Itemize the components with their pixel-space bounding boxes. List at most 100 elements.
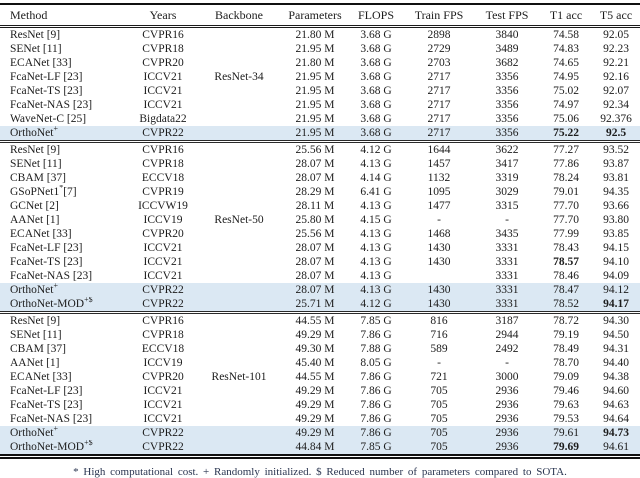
cell-backbone <box>196 342 282 356</box>
cell-parameters: 21.95 M <box>282 126 348 142</box>
table-row: OrthoNet-MOD+$ CVPR22 44.84 M 7.85 G 705 2936… <box>0 440 640 457</box>
cell-t1-acc: 78.49 <box>553 342 579 355</box>
cell-test-fps: 3331 <box>495 269 519 282</box>
cell-t1-acc: 78.70 <box>553 356 579 369</box>
cell-method: FcaNet-NAS [23] <box>10 412 93 425</box>
cell-t1-acc: 78.72 <box>540 311 592 328</box>
cell-backbone <box>196 398 282 412</box>
cell-test-fps: 2936 <box>495 398 519 411</box>
cell-flops: 7.86 G <box>360 384 392 397</box>
cell-t1-acc: 79.61 <box>540 426 592 440</box>
cell-t1-acc: 78.24 <box>553 171 579 184</box>
cell-train-fps: 1457 <box>427 157 451 170</box>
cell-flops: 4.13 G <box>360 241 392 254</box>
table-row: CBAM [37] ECCV18 28.07 M 4.14 G 1132 3319 78.2… <box>0 171 640 185</box>
cell-test-fps: 2936 <box>495 412 519 425</box>
cell-backbone <box>196 56 282 70</box>
cell-train-fps: 2717 <box>427 70 451 83</box>
cell-years: ICCV21 <box>143 384 183 397</box>
cell-train-fps: - <box>437 213 441 226</box>
cell-flops: 4.14 G <box>360 171 392 184</box>
table-row: GCNet [2] ICCVW19 28.11 M 4.13 G 1477 3315 77.… <box>0 199 640 213</box>
cell-parameters: 28.07 M <box>282 283 348 297</box>
cell-train-fps: 1430 <box>427 241 451 254</box>
cell-parameters: 28.07 M <box>295 269 335 282</box>
table-row: ResNet [9] CVPR16 44.55 M 7.85 G 816 3187 78.7… <box>0 311 640 328</box>
table-row: ECANet [33] CVPR20 25.56 M 4.13 G 1468 3435 77… <box>0 227 640 241</box>
cell-t1-acc: 77.70 <box>553 213 579 226</box>
cell-parameters: 25.56 M <box>295 227 335 240</box>
cell-t1-acc: 78.47 <box>540 283 592 297</box>
cell-years: CVPR16 <box>142 28 184 41</box>
cell-years: Bigdata22 <box>139 112 187 125</box>
method-superscript: + <box>53 426 58 433</box>
cell-test-fps: 3000 <box>495 370 519 383</box>
cell-flops: 4.13 G <box>360 157 392 170</box>
cell-parameters: 49.29 M <box>282 426 348 440</box>
cell-t5-acc: 94.30 <box>592 311 640 328</box>
cell-parameters: 21.95 M <box>295 98 335 111</box>
cell-method: FcaNet-LF [23] <box>10 384 83 397</box>
cell-flops: 7.88 G <box>360 342 392 355</box>
cell-years: ICCV21 <box>143 70 183 83</box>
column-header-t1-acc: T1 acc <box>540 4 592 28</box>
cell-t1-acc: 78.46 <box>553 269 579 282</box>
cell-method: GCNet [2] <box>10 199 59 212</box>
cell-test-fps: - <box>505 213 509 226</box>
cell-backbone <box>196 42 282 56</box>
cell-backbone <box>196 328 282 342</box>
cell-train-fps: 1132 <box>427 171 451 184</box>
cell-t5-acc: 92.16 <box>603 70 629 83</box>
cell-parameters: 28.07 M <box>295 255 335 268</box>
cell-years: CVPR22 <box>130 426 196 440</box>
cell-method: AANet [1] <box>10 213 60 226</box>
cell-train-fps: 1644 <box>404 140 474 157</box>
cell-method: ECANet [33] <box>10 56 72 69</box>
cell-flops: 4.13 G <box>360 227 392 240</box>
table-row: ECANet [33] CVPR20 21.80 M 3.68 G 2703 3682 74… <box>0 56 640 70</box>
cell-method: CBAM [37] <box>10 171 66 184</box>
table-row: FcaNet-TS [23] ICCV21 21.95 M 3.68 G 2717 335… <box>0 84 640 98</box>
cell-parameters: 45.40 M <box>295 356 335 369</box>
table-row: FcaNet-LF [23] ICCV21 28.07 M 4.13 G 1430 333… <box>0 241 640 255</box>
cell-backbone <box>196 140 282 157</box>
cell-flops: 3.68 G <box>360 84 392 97</box>
cell-t1-acc: 74.58 <box>553 28 579 41</box>
cell-years: CVPR20 <box>142 56 184 69</box>
cell-flops: 3.68 G <box>348 126 404 142</box>
cell-backbone: ResNet-50 <box>214 213 264 226</box>
table-row: SENet [11] CVPR18 28.07 M 4.13 G 1457 3417 77.… <box>0 157 640 171</box>
cell-years: ICCV21 <box>143 84 183 97</box>
cell-train-fps: 721 <box>430 370 448 383</box>
cell-train-fps: 1430 <box>404 297 474 313</box>
cell-years: CVPR18 <box>142 157 184 170</box>
cell-flops: 7.86 G <box>360 328 392 341</box>
cell-flops: 7.86 G <box>360 398 392 411</box>
cell-test-fps: 2936 <box>495 384 519 397</box>
column-header-backbone: Backbone <box>196 4 282 28</box>
table-row: ECANet [33] CVPR20 ResNet-101 44.55 M 7.86 G… <box>0 370 640 384</box>
cell-flops: 3.68 G <box>360 42 392 55</box>
cell-train-fps: 589 <box>430 342 448 355</box>
cell-method: ResNet [9] <box>0 311 130 328</box>
cell-test-fps: 3331 <box>474 283 540 297</box>
cell-years: ECCV18 <box>141 171 185 184</box>
cell-t1-acc: 77.27 <box>540 140 592 157</box>
cell-parameters: 44.55 M <box>295 370 335 383</box>
cell-train-fps: 705 <box>404 440 474 457</box>
cell-t5-acc: 93.81 <box>603 171 629 184</box>
cell-backbone <box>196 297 282 313</box>
cell-parameters: 28.07 M <box>295 171 335 184</box>
cell-years: ICCV19 <box>143 213 183 226</box>
cell-years: CVPR22 <box>130 126 196 142</box>
cell-method: WaveNet-C [25] <box>10 112 87 125</box>
cell-backbone <box>196 126 282 142</box>
table-row: AANet [1] ICCV19 45.40 M 8.05 G - - 78.70 94.40 <box>0 356 640 370</box>
cell-train-fps: 2703 <box>427 56 451 69</box>
table-header: Method Years Backbone Parameters FLOPS Train … <box>0 4 640 28</box>
cell-parameters: 21.95 M <box>295 42 335 55</box>
cell-t5-acc: 94.10 <box>603 255 629 268</box>
cell-t5-acc: 94.15 <box>603 241 629 254</box>
cell-t1-acc: 79.53 <box>553 412 579 425</box>
table-row: FcaNet-TS [23] ICCV21 28.07 M 4.13 G 1430 333… <box>0 255 640 269</box>
